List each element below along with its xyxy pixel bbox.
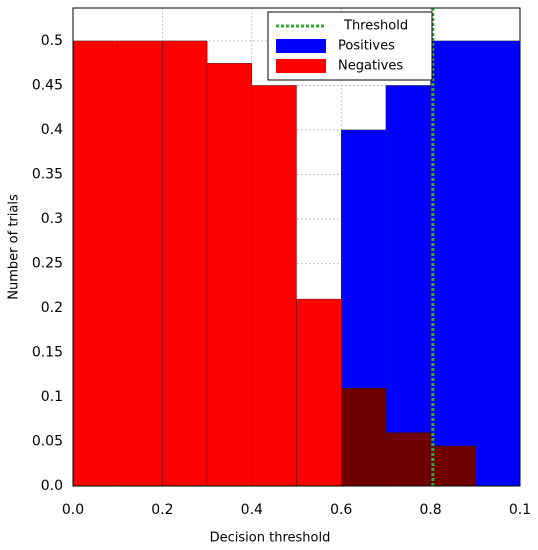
plot-frame xyxy=(72,7,521,487)
y-tick-label: 0.05 xyxy=(32,433,63,449)
negative-bar xyxy=(430,445,476,487)
positive-bar xyxy=(475,40,521,487)
legend-label: Threshold xyxy=(343,19,408,34)
y-tick-label: 0.4 xyxy=(41,122,63,138)
x-tick-label: 0.2 xyxy=(151,502,173,518)
y-tick-label: 0.35 xyxy=(32,166,63,182)
negative-bar xyxy=(296,298,342,487)
x-tick-label: 0.4 xyxy=(241,502,263,518)
x-tick-label: 0.0 xyxy=(62,502,84,518)
y-tick-label: 0.1 xyxy=(41,389,63,405)
y-tick-label: 0.5 xyxy=(41,33,63,49)
y-tick-label: 0.15 xyxy=(32,344,63,360)
negative-bar xyxy=(341,387,387,487)
y-tick-label: 0.25 xyxy=(32,255,63,271)
x-tick-label: 0.8 xyxy=(419,502,441,518)
x-axis-label: Decision threshold xyxy=(210,531,331,546)
positive-bar xyxy=(385,85,431,487)
negative-bar xyxy=(206,62,253,487)
legend-label: Negatives xyxy=(338,59,403,74)
y-tick-label: 0.0 xyxy=(41,478,63,494)
positive-bar xyxy=(430,40,476,487)
negative-bar xyxy=(117,40,163,487)
y-tick-label: 0.45 xyxy=(32,77,63,93)
legend-swatch xyxy=(276,59,326,73)
x-tick-label: 0.6 xyxy=(330,502,352,518)
x-tick-label: 0.1 xyxy=(509,502,531,518)
legend-label: Positives xyxy=(338,39,395,54)
negative-bar xyxy=(385,432,431,487)
y-tick-label: 0.3 xyxy=(41,211,63,227)
negative-bar xyxy=(251,85,297,487)
negative-bar xyxy=(72,40,118,487)
legend-swatch xyxy=(276,39,326,53)
negative-bar xyxy=(162,40,208,487)
y-axis-label: Number of trials xyxy=(7,194,22,300)
y-tick-label: 0.2 xyxy=(41,300,63,316)
